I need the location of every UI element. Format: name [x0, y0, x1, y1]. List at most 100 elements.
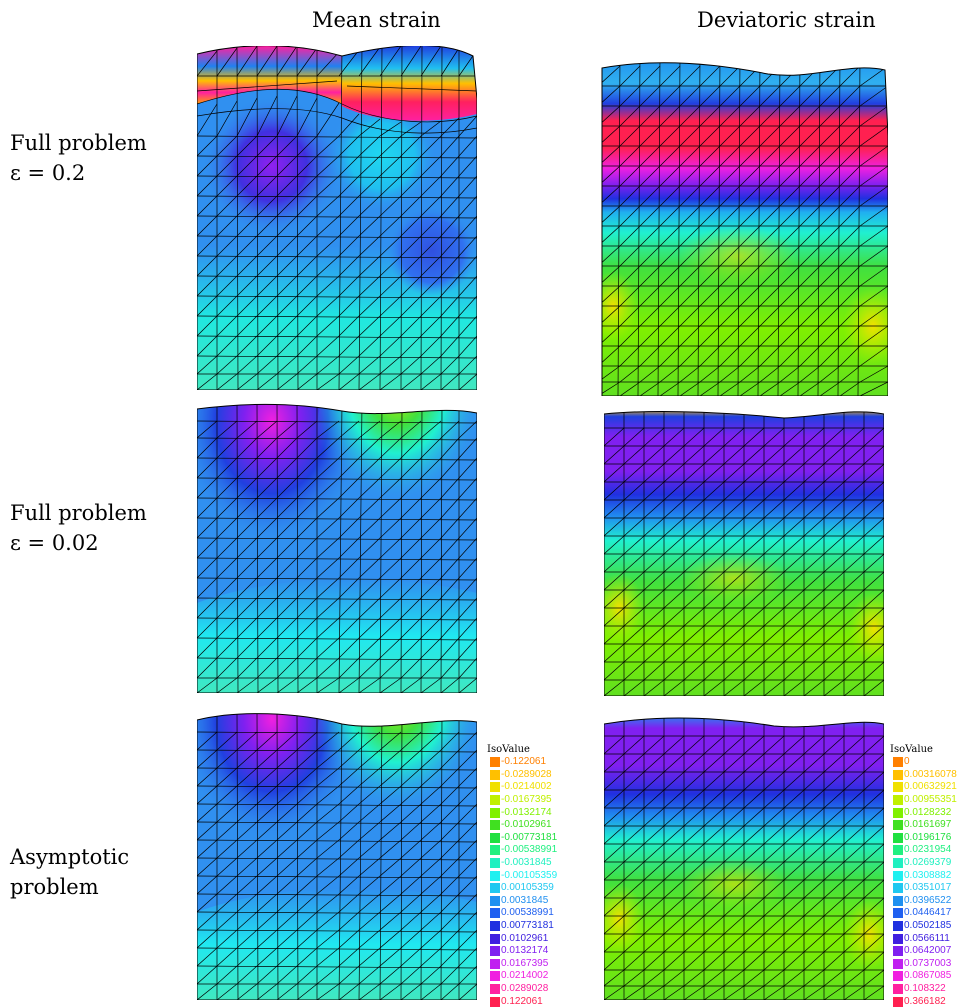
- legend-entry: 0.0502185: [893, 920, 957, 933]
- deviatoric-strain-plot-eps-0-02: [604, 408, 884, 696]
- legend-entry: -0.0289028: [490, 769, 557, 782]
- legend-value: 0.0128232: [904, 806, 952, 818]
- legend-entry: -0.00773181: [490, 832, 557, 845]
- legend-entry: 0.0737003: [893, 958, 957, 971]
- legend-swatch: [893, 983, 903, 994]
- mean-strain-plot-eps-0-2: [197, 46, 477, 390]
- legend-entry: -0.00538991: [490, 844, 557, 857]
- legend-value: 0.0566111: [904, 932, 950, 944]
- legend-value: -0.0214002: [501, 781, 552, 793]
- legend-entry: 0.108322: [893, 983, 957, 996]
- legend-entry: 0.0351017: [893, 882, 957, 895]
- legend-entry: 0.0446417: [893, 907, 957, 920]
- legend-swatch: [490, 832, 500, 843]
- legend-value: -0.122061: [501, 756, 547, 768]
- row-label-line2: problem: [10, 875, 99, 899]
- legend-entry: 0.122061: [490, 995, 557, 1008]
- legend-value: 0.00316078: [904, 768, 957, 780]
- legend-value: 0.0231954: [904, 844, 952, 856]
- legend-value: 0.0161697: [904, 819, 952, 831]
- legend-swatch: [893, 858, 903, 869]
- legend-entry: -0.0031845: [490, 857, 557, 870]
- mean-strain-plot-asymptotic: [197, 712, 477, 1000]
- legend-value: 0.0269379: [904, 857, 952, 869]
- legend-entry: -0.00105359: [490, 869, 557, 882]
- row-label-asymptotic-problem: Asymptotic problem: [10, 842, 129, 902]
- legend-value: -0.0289028: [501, 768, 552, 780]
- legend-value: -0.00105359: [501, 869, 558, 881]
- legend-swatch: [490, 971, 500, 982]
- legend-swatch: [893, 895, 903, 906]
- legend-entry: 0.0867085: [893, 970, 957, 983]
- legend-swatch: [490, 807, 500, 818]
- legend-entry: 0: [893, 756, 957, 769]
- legend-entry: 0.0132174: [490, 945, 557, 958]
- legend-swatch: [490, 996, 500, 1007]
- legend-swatch: [490, 795, 500, 806]
- legend-value: -0.00773181: [501, 831, 558, 843]
- legend-swatch: [490, 870, 500, 881]
- legend-swatch: [490, 958, 500, 969]
- legend-entry: 0.366182: [893, 995, 957, 1008]
- legend-swatch: [490, 921, 500, 932]
- row-label-full-problem-0-02: Full problem ε = 0.02: [10, 498, 147, 558]
- legend-swatch: [490, 983, 500, 994]
- row-label-line2: ε = 0.2: [10, 161, 86, 185]
- legend-entry: 0.00105359: [490, 882, 557, 895]
- legend-swatch: [490, 769, 500, 780]
- legend-value: 0.108322: [904, 982, 946, 994]
- legend-entry: 0.00538991: [490, 907, 557, 920]
- legend-entry: 0.0642007: [893, 945, 957, 958]
- legend-swatch: [490, 782, 500, 793]
- column-header-deviatoric-strain: Deviatoric strain: [697, 8, 876, 32]
- legend-swatch: [893, 832, 903, 843]
- legend-value: 0.0031845: [501, 894, 549, 906]
- column-header-mean-strain: Mean strain: [312, 8, 441, 32]
- legend-swatch: [893, 996, 903, 1007]
- legend-swatch: [893, 921, 903, 932]
- legend-entry: -0.122061: [490, 756, 557, 769]
- legend-swatch: [893, 769, 903, 780]
- row-label-full-problem-0-2: Full problem ε = 0.2: [10, 128, 147, 188]
- legend-swatch: [893, 883, 903, 894]
- legend-value: 0.0196176: [904, 831, 952, 843]
- legend-value: 0.0737003: [904, 957, 952, 969]
- legend-value: 0.0132174: [501, 945, 549, 957]
- legend-entry: 0.0566111: [893, 932, 957, 945]
- legend-swatch: [490, 820, 500, 831]
- legend-entry: 0.0167395: [490, 958, 557, 971]
- legend-swatch: [893, 946, 903, 957]
- legend-value: 0.00955351: [904, 794, 957, 806]
- legend-swatch: [893, 782, 903, 793]
- legend-entry: -0.0214002: [490, 781, 557, 794]
- legend-swatch: [490, 908, 500, 919]
- legend-swatch: [893, 908, 903, 919]
- legend-swatch: [893, 958, 903, 969]
- legend-mean-strain: IsoValue -0.122061 -0.0289028 -0.0214002 -0…: [487, 744, 557, 1008]
- legend-value: 0.0396522: [904, 894, 952, 906]
- legend-entry: 0.0031845: [490, 895, 557, 908]
- deviatoric-strain-plot-asymptotic: [604, 714, 884, 1000]
- row-label-line1: Asymptotic: [10, 845, 130, 869]
- legend-value: 0.0351017: [904, 882, 952, 894]
- legend-swatch: [490, 946, 500, 957]
- legend-entry: 0.0308882: [893, 869, 957, 882]
- legend-swatch: [893, 820, 903, 831]
- legend-value: 0.00538991: [501, 907, 554, 919]
- legend-value: 0.0867085: [904, 970, 952, 982]
- legend-entry: -0.0167395: [490, 794, 557, 807]
- legend-entry: 0.00773181: [490, 920, 557, 933]
- mean-strain-plot-eps-0-02: [197, 403, 477, 693]
- legend-value: 0.0214002: [501, 970, 549, 982]
- legend-value: 0.0167395: [501, 957, 549, 969]
- legend-value: -0.0167395: [501, 794, 552, 806]
- legend-entry: 0.0128232: [893, 806, 957, 819]
- legend-title: IsoValue: [890, 744, 933, 755]
- legend-value: -0.0031845: [501, 857, 552, 869]
- row-label-line1: Full problem: [10, 501, 147, 525]
- legend-value: 0.0289028: [501, 982, 549, 994]
- legend-entry: -0.0102961: [490, 819, 557, 832]
- legend-value: 0.0308882: [904, 869, 952, 881]
- legend-swatch: [490, 845, 500, 856]
- legend-value: -0.0132174: [501, 806, 552, 818]
